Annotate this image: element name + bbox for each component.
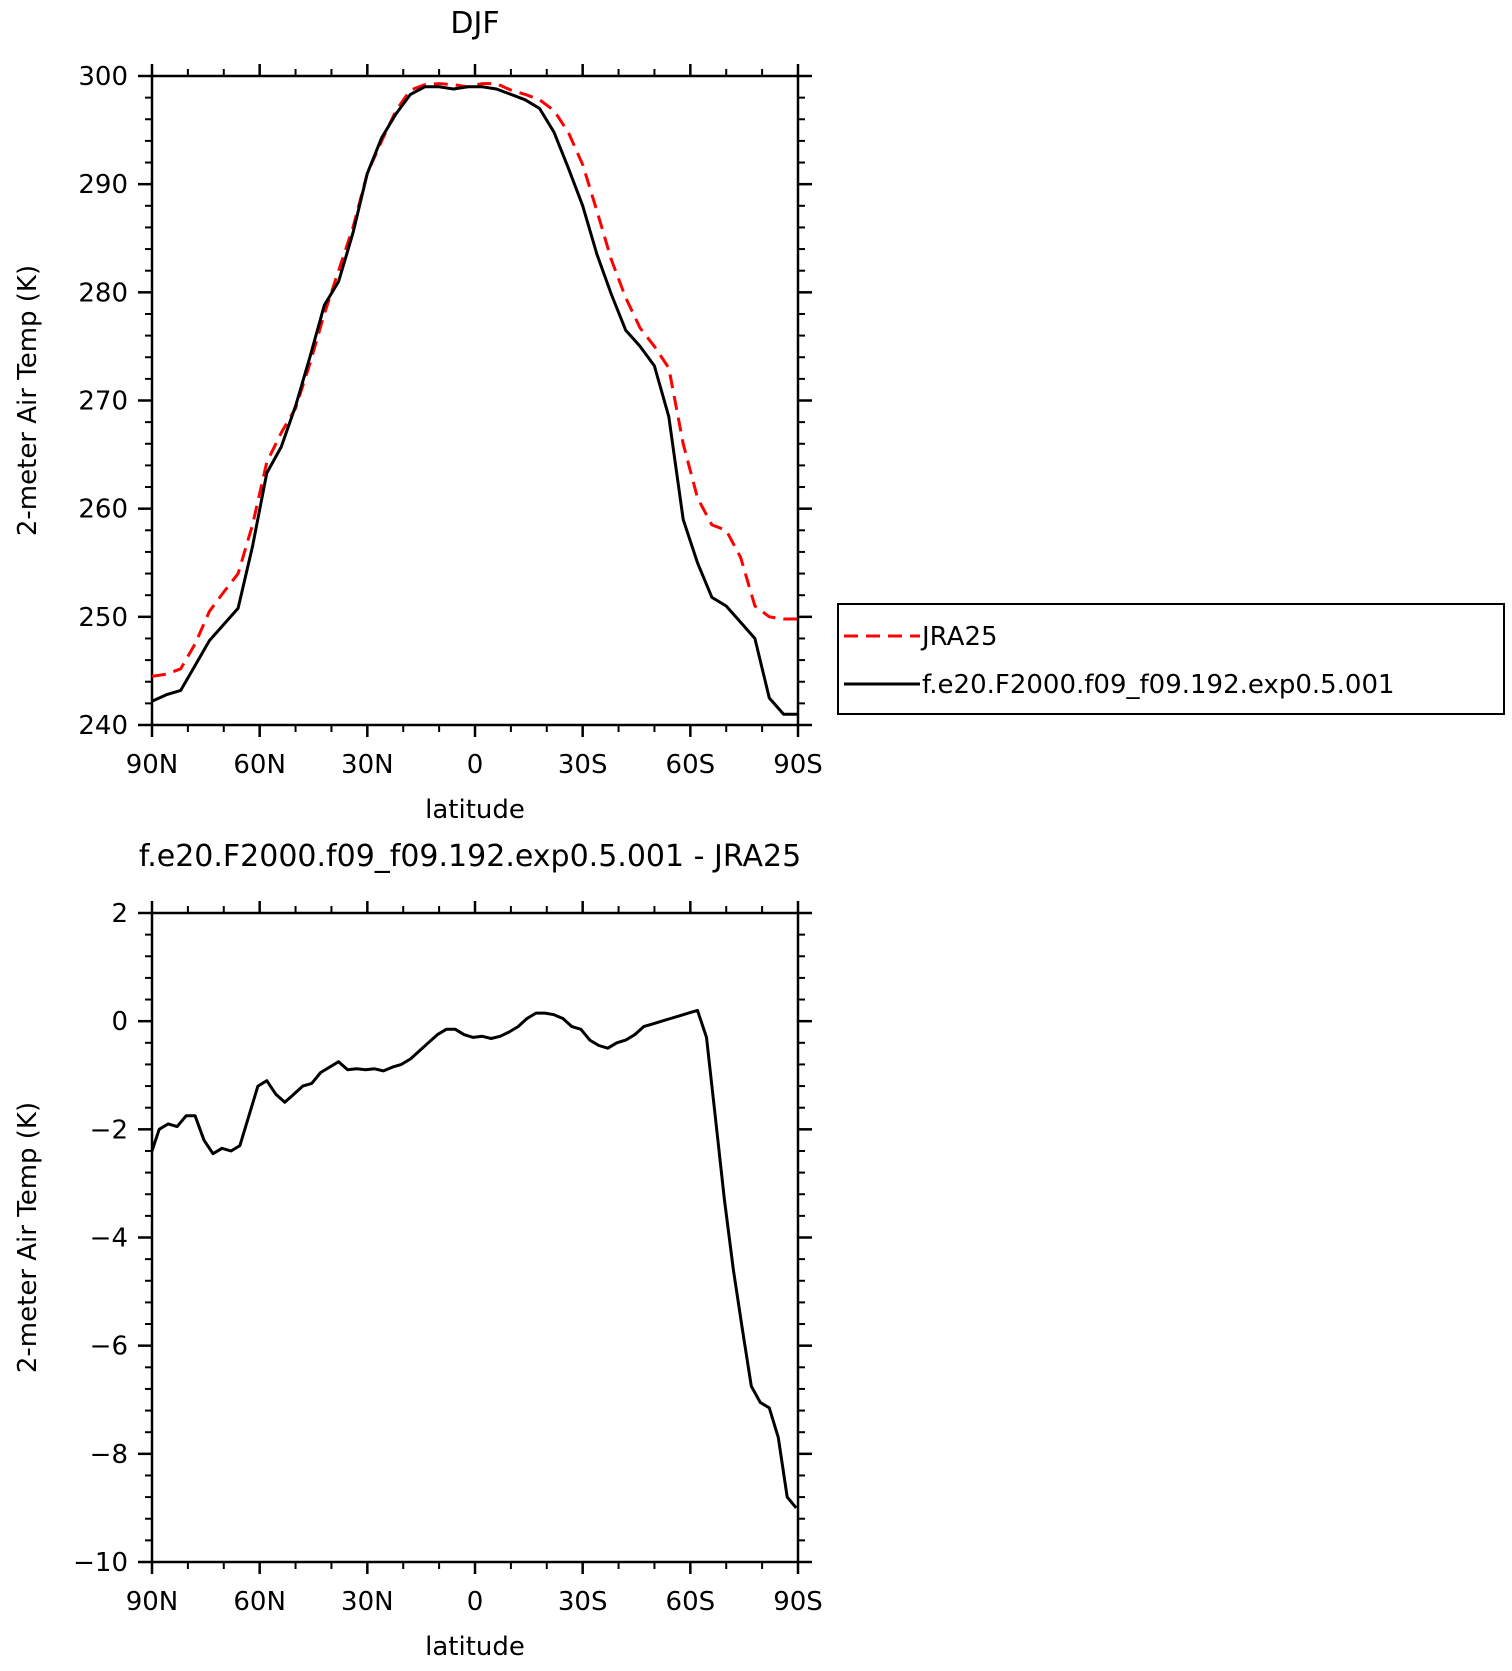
- chart-title: f.e20.F2000.f09_f09.192.exp0.5.001 - JRA…: [139, 839, 801, 874]
- x-tick-label: 90S: [773, 1587, 823, 1617]
- x-tick-label: 30N: [341, 750, 394, 780]
- chart-panel-1: DJF 90N 60N 30N 0 30S 60S 90S 240 250 260 270 280 290…: [13, 6, 1505, 825]
- y-tick-label: 270: [78, 387, 128, 417]
- y-axis-title: 2-meter Air Temp (K): [13, 1102, 43, 1373]
- series-line-1: [150, 1008, 798, 1509]
- x-tick-label: 60N: [233, 750, 286, 780]
- x-tick-label: 0: [467, 750, 484, 780]
- x-tick-label: 0: [467, 1587, 484, 1617]
- x-tick-label: 30S: [558, 1587, 608, 1617]
- series-line-1: [151, 82, 798, 678]
- y-tick-label: 2: [111, 899, 128, 929]
- y-tick-label: 240: [78, 711, 128, 741]
- legend-label-1: JRA25: [920, 622, 998, 652]
- y-tick-label: 260: [78, 495, 128, 525]
- series-line-2: [151, 85, 798, 716]
- y-tick-label: −6: [90, 1332, 128, 1362]
- legend: JRA25 f.e20.F2000.f09_f09.192.exp0.5.001: [837, 603, 1505, 715]
- x-axis-title: latitude: [425, 1632, 525, 1662]
- y-tick-label: −4: [90, 1224, 128, 1254]
- y-tick-label: 280: [78, 278, 128, 308]
- x-tick-label: 90S: [773, 750, 823, 780]
- y-tick-label: 300: [78, 62, 128, 92]
- legend-box: [837, 603, 1505, 715]
- y-tick-label: −2: [90, 1115, 128, 1145]
- chart-title: DJF: [450, 6, 499, 41]
- plot-frame: [150, 74, 800, 727]
- x-tick-label: 60N: [233, 1587, 286, 1617]
- x-tick-label: 30N: [341, 1587, 394, 1617]
- plot-frame: [150, 911, 800, 1564]
- legend-label-2: f.e20.F2000.f09_f09.192.exp0.5.001: [922, 670, 1395, 700]
- y-tick-label: −8: [90, 1440, 128, 1470]
- x-axis-title: latitude: [425, 795, 525, 825]
- x-tick-label: 30S: [558, 750, 608, 780]
- x-tick-label: 90N: [126, 1587, 179, 1617]
- x-tick-label: 60S: [666, 750, 716, 780]
- x-tick-label: 90N: [126, 750, 179, 780]
- y-axis-title: 2-meter Air Temp (K): [13, 265, 43, 536]
- y-tick-label: 0: [111, 1007, 128, 1037]
- y-tick-label: −10: [73, 1548, 128, 1578]
- y-tick-label: 250: [78, 603, 128, 633]
- y-tick-label: 290: [78, 170, 128, 200]
- x-tick-label: 60S: [666, 1587, 716, 1617]
- chart-panel-2: f.e20.F2000.f09_f09.192.exp0.5.001 - JRA…: [13, 839, 823, 1662]
